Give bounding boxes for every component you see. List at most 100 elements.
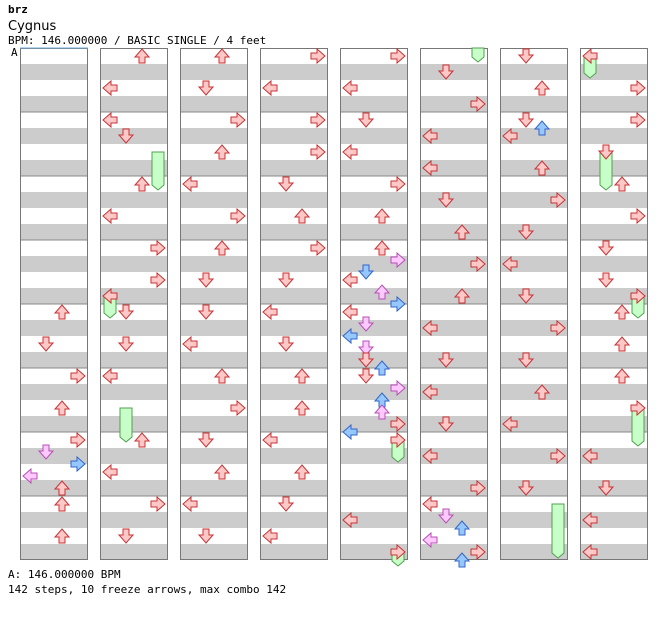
beat-stripe xyxy=(180,384,248,400)
beat-stripe xyxy=(260,352,328,368)
beat-stripe xyxy=(180,64,248,80)
arrow-up-icon xyxy=(213,240,231,256)
arrow-right-icon xyxy=(470,479,486,497)
beat-stripe xyxy=(260,512,328,528)
arrow-left-icon xyxy=(582,447,598,465)
beat-stripe xyxy=(20,192,88,208)
arrow-right-icon xyxy=(230,111,246,129)
arrow-up-icon xyxy=(53,528,71,544)
arrow-left-icon xyxy=(342,511,358,529)
arrow-right-icon xyxy=(150,495,166,513)
beat-stripe xyxy=(500,448,568,464)
beat-stripe xyxy=(340,352,408,368)
arrow-right-icon xyxy=(470,95,486,113)
arrow-down-icon xyxy=(437,64,455,80)
beat-stripe xyxy=(100,480,168,496)
beat-stripe xyxy=(180,544,248,560)
beat-stripe xyxy=(260,288,328,304)
beat-stripe xyxy=(180,192,248,208)
arrow-down-icon xyxy=(117,304,135,320)
beat-stripe xyxy=(100,224,168,240)
beat-stripe xyxy=(20,160,88,176)
beat-stripe xyxy=(500,320,568,336)
beat-stripe xyxy=(500,192,568,208)
arrow-up-icon xyxy=(453,552,471,568)
arrow-up-icon xyxy=(293,464,311,480)
arrow-right-icon xyxy=(390,379,406,397)
arrow-left-icon xyxy=(582,543,598,561)
arrow-right-icon xyxy=(630,287,646,305)
beat-stripe xyxy=(20,416,88,432)
beat-stripe xyxy=(260,480,328,496)
beat-stripe xyxy=(340,320,408,336)
beat-stripe xyxy=(20,256,88,272)
chart-stats: 142 steps, 10 freeze arrows, max combo 1… xyxy=(8,583,287,596)
beat-stripe xyxy=(580,512,648,528)
beat-stripe xyxy=(340,128,408,144)
arrow-right-icon xyxy=(310,239,326,257)
beat-stripe xyxy=(180,448,248,464)
chart-column xyxy=(580,48,648,560)
arrow-up-icon xyxy=(53,496,71,512)
arrow-up-icon xyxy=(293,400,311,416)
arrow-left-icon xyxy=(342,79,358,97)
arrow-right-icon xyxy=(630,111,646,129)
beat-stripe xyxy=(100,320,168,336)
arrow-right-icon xyxy=(70,431,86,449)
arrow-down-icon xyxy=(597,480,615,496)
beat-stripe xyxy=(20,128,88,144)
beat-stripe xyxy=(580,224,648,240)
beat-stripe xyxy=(580,384,648,400)
arrow-left-icon xyxy=(182,335,198,353)
beat-stripe xyxy=(180,160,248,176)
arrow-up-icon xyxy=(613,336,631,352)
arrow-right-icon xyxy=(150,239,166,257)
beat-stripe xyxy=(260,224,328,240)
arrow-up-icon xyxy=(293,368,311,384)
beat-stripe xyxy=(20,224,88,240)
arrow-left-icon xyxy=(422,495,438,513)
arrow-up-icon xyxy=(213,368,231,384)
arrow-left-icon xyxy=(422,127,438,145)
beat-stripe xyxy=(340,544,408,560)
arrow-up-icon xyxy=(373,240,391,256)
arrow-right-icon xyxy=(230,207,246,225)
beat-stripe xyxy=(580,352,648,368)
beat-stripe xyxy=(340,480,408,496)
arrow-down-icon xyxy=(597,240,615,256)
arrow-left-icon xyxy=(342,271,358,289)
freeze-arrow-right xyxy=(551,503,565,559)
arrow-down-icon xyxy=(357,264,375,280)
arrow-left-icon xyxy=(502,255,518,273)
chart-column xyxy=(340,48,408,560)
arrow-right-icon xyxy=(390,431,406,449)
chart-column xyxy=(500,48,568,560)
arrow-up-icon xyxy=(613,304,631,320)
beat-stripe xyxy=(100,128,168,144)
arrow-right-icon xyxy=(70,455,86,473)
arrow-down-icon xyxy=(197,80,215,96)
beat-stripe xyxy=(20,64,88,80)
chart-column xyxy=(180,48,248,560)
beat-stripe xyxy=(20,384,88,400)
beat-stripe xyxy=(180,288,248,304)
arrow-right-icon xyxy=(470,543,486,561)
arrow-right-icon xyxy=(630,79,646,97)
arrow-left-icon xyxy=(102,207,118,225)
beat-stripe xyxy=(20,288,88,304)
beat-stripe xyxy=(580,192,648,208)
arrow-down-icon xyxy=(197,272,215,288)
arrow-down-icon xyxy=(517,288,535,304)
arrow-down-icon xyxy=(357,112,375,128)
beat-stripe xyxy=(340,64,408,80)
arrow-up-icon xyxy=(453,520,471,536)
arrow-up-icon xyxy=(533,120,551,136)
arrow-up-icon xyxy=(133,48,151,64)
beat-stripe xyxy=(420,160,488,176)
chart-column xyxy=(260,48,328,560)
arrow-up-icon xyxy=(373,360,391,376)
beat-stripe xyxy=(580,288,648,304)
arrow-down-icon xyxy=(437,416,455,432)
arrow-down-icon xyxy=(517,224,535,240)
